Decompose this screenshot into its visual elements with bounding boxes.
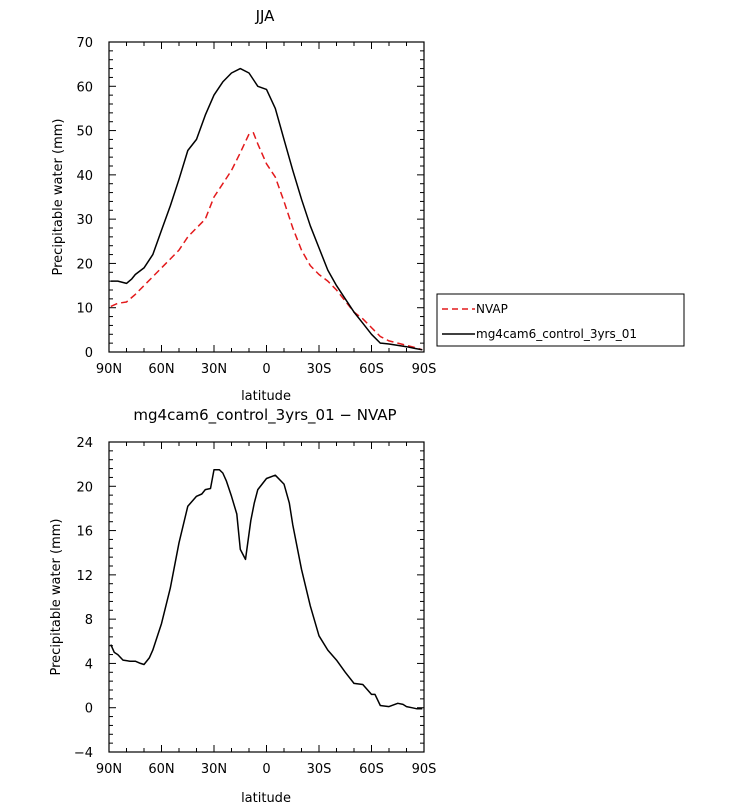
- series-line-model: [110, 67, 423, 351]
- bottom-chart-title: mg4cam6_control_3yrs_01 − NVAP: [133, 406, 396, 425]
- series-line-nvap: [110, 132, 423, 351]
- x-tick-label: 30N: [201, 362, 227, 377]
- x-tick-label: 60S: [359, 362, 384, 377]
- top-chart-title: JJA: [255, 7, 276, 25]
- top-plot-frame: [108, 41, 425, 353]
- y-tick-label: 8: [85, 613, 93, 628]
- y-tick-label: 30: [76, 213, 93, 228]
- bottom-plot-frame: [108, 441, 425, 753]
- y-tick-label: 16: [76, 525, 93, 540]
- x-tick-label: 60N: [148, 362, 174, 377]
- x-tick-label: 90N: [96, 762, 122, 777]
- top-panel: JJA 90N 60N 30N 0 30S 60S 90S 0 10 20 30 40 50 60 70 l…: [51, 7, 685, 404]
- legend-nvap-label: NVAP: [476, 302, 508, 316]
- y-tick-label: 20: [76, 257, 93, 272]
- top-ticks: [108, 41, 425, 353]
- legend-model-label: mg4cam6_control_3yrs_01: [476, 327, 637, 341]
- y-tick-label: 0: [85, 346, 93, 361]
- y-tick-label: 60: [76, 80, 93, 95]
- top-y-axis-label: Precipitable water (mm): [51, 119, 66, 276]
- bottom-series-lines: [110, 468, 423, 710]
- x-tick-label: 90N: [96, 362, 122, 377]
- y-tick-label: 12: [76, 569, 93, 584]
- bottom-tick-labels: 90N 60N 30N 0 30S 60S 90S −4 0 4 8 12 16 20 24: [74, 436, 437, 777]
- x-tick-label: 90S: [412, 762, 437, 777]
- y-tick-label: 70: [76, 36, 93, 51]
- y-tick-label: 24: [76, 436, 93, 451]
- top-series-lines: [110, 67, 423, 351]
- x-tick-label: 90S: [412, 362, 437, 377]
- top-x-axis-label: latitude: [241, 389, 291, 404]
- x-tick-label: 30N: [201, 762, 227, 777]
- top-tick-labels: 90N 60N 30N 0 30S 60S 90S 0 10 20 30 40 50 60 70: [76, 36, 436, 377]
- legend: NVAP mg4cam6_control_3yrs_01: [436, 293, 685, 347]
- legend-box: [436, 293, 685, 347]
- y-tick-label: 40: [76, 169, 93, 184]
- y-tick-label: 10: [76, 302, 93, 317]
- x-tick-label: 60S: [359, 762, 384, 777]
- x-tick-label: 0: [262, 362, 270, 377]
- bottom-y-axis-label: Precipitable water (mm): [49, 519, 64, 676]
- series-line-difference: [110, 468, 423, 710]
- bottom-x-axis-label: latitude: [241, 791, 291, 806]
- bottom-panel: mg4cam6_control_3yrs_01 − NVAP 90N 60N 30N…: [49, 406, 436, 806]
- y-tick-label: 50: [76, 125, 93, 140]
- y-tick-label: 4: [85, 657, 93, 672]
- y-tick-label: 0: [85, 702, 93, 717]
- x-tick-label: 30S: [307, 362, 332, 377]
- x-tick-label: 30S: [307, 762, 332, 777]
- x-tick-label: 0: [262, 762, 270, 777]
- y-tick-label: 20: [76, 480, 93, 495]
- x-tick-label: 60N: [148, 762, 174, 777]
- bottom-ticks: [108, 441, 425, 753]
- y-tick-label: −4: [74, 746, 93, 761]
